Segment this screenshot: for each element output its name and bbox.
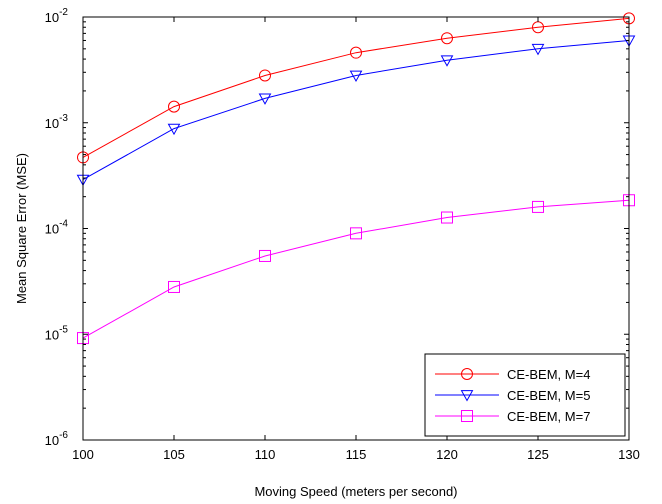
x-axis-label: Moving Speed (meters per second) (254, 484, 457, 499)
legend-marker (460, 390, 474, 402)
legend-label: CE-BEM, M=5 (507, 388, 590, 403)
y-tick-label: 10-5 (45, 324, 69, 342)
x-tick-label: 125 (527, 447, 549, 462)
x-tick-label: 115 (346, 447, 367, 462)
data-point (441, 32, 453, 45)
data-point (258, 93, 272, 105)
legend-marker (461, 368, 473, 380)
legend-entry: CE-BEM, M=4 (435, 367, 590, 382)
legend-label: CE-BEM, M=7 (507, 409, 590, 424)
series-line (82, 199, 630, 339)
series-2 (76, 35, 636, 187)
x-tick-label: 105 (163, 447, 185, 462)
y-axis-label: Mean Square Error (MSE) (14, 153, 29, 304)
data-point (168, 100, 180, 113)
data-point (441, 211, 453, 224)
y-tick-label: 10-2 (45, 7, 69, 25)
data-point (350, 227, 362, 240)
series-3 (77, 194, 635, 345)
data-point (259, 249, 271, 262)
legend: CE-BEM, M=4 CE-BEM, M=5 CE-BEM, M=7 (424, 353, 626, 437)
legend-entry: CE-BEM, M=5 (435, 388, 590, 403)
data-point (440, 55, 454, 67)
series-line (82, 40, 630, 181)
x-tick-label: 100 (72, 447, 94, 462)
y-tick-label: 10-6 (45, 430, 69, 448)
x-tick-label: 120 (436, 447, 458, 462)
y-tick-label: 10-3 (45, 113, 69, 131)
legend-label: CE-BEM, M=4 (507, 367, 590, 382)
data-point (532, 200, 544, 213)
series-line (82, 17, 630, 158)
data-point (350, 46, 362, 59)
data-point (259, 69, 271, 82)
tick-layer: 100 105 110 115 120 125 130 10-6 10-5 10-4 10-3 10-… (45, 7, 640, 462)
data-point (168, 280, 180, 293)
data-point (531, 43, 545, 56)
x-tick-label: 110 (255, 447, 276, 462)
legend-marker (461, 410, 473, 422)
data-point (167, 123, 181, 136)
x-tick-label: 130 (618, 447, 640, 462)
y-tick-label: 10-4 (45, 219, 69, 237)
legend-entry: CE-BEM, M=7 (435, 409, 590, 424)
data-point (349, 70, 363, 82)
